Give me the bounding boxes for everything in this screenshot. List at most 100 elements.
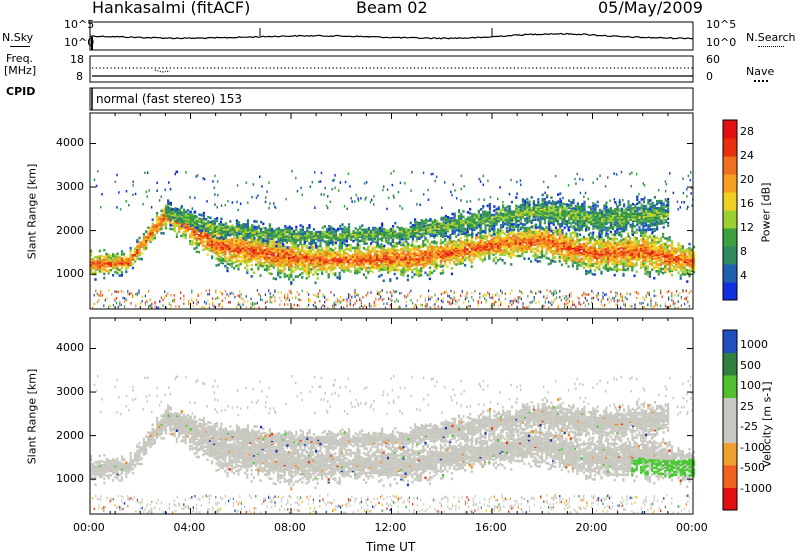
power-cell [466, 228, 469, 232]
power-cell [602, 259, 605, 263]
power-cell [316, 256, 319, 259]
power-cell [648, 275, 651, 278]
power-cell [184, 222, 187, 226]
power-cell [576, 246, 579, 250]
power-cell [497, 239, 500, 243]
power-cell [417, 261, 420, 265]
power-cell [371, 247, 374, 250]
power-cell [576, 245, 579, 248]
power-cell [252, 244, 255, 248]
power-cell [305, 256, 308, 259]
power-cell [251, 228, 254, 231]
power-cell [314, 270, 317, 273]
power-cell [224, 241, 227, 244]
power-cell [332, 243, 335, 246]
power-cell [305, 258, 308, 262]
power-cell [567, 237, 570, 240]
power-cell [534, 229, 537, 232]
power-cell [402, 259, 405, 262]
power-cell [288, 247, 291, 250]
power-cell [395, 264, 398, 267]
power-cell [216, 217, 219, 220]
power-cell [653, 237, 656, 241]
power-cell [237, 263, 240, 267]
power-cell [664, 251, 667, 254]
power-cell [160, 223, 163, 227]
power-cell [593, 262, 596, 265]
power-cell [631, 246, 634, 250]
power-cell [407, 228, 410, 232]
power-cell [615, 257, 618, 260]
power-cell [310, 248, 313, 252]
power-cell [334, 259, 337, 263]
power-cell [371, 259, 374, 263]
power-cell [501, 240, 504, 244]
power-cell [457, 254, 460, 257]
power-cell [618, 268, 621, 271]
power-cell [501, 238, 504, 241]
power-cell [508, 238, 511, 241]
power-cell [519, 242, 522, 245]
power-cell [202, 236, 205, 239]
power-cell [274, 255, 277, 258]
power-cell [483, 245, 486, 249]
power-cell [426, 254, 429, 257]
power-cell [536, 255, 539, 259]
power-cell [138, 245, 141, 248]
power-cell [622, 243, 625, 247]
power-cell [653, 242, 656, 245]
power-cell [409, 253, 412, 257]
power-cell [657, 246, 660, 250]
power-cell [263, 244, 266, 248]
power-cell [383, 230, 386, 234]
power-cell [624, 256, 627, 259]
power-cell [285, 262, 288, 265]
power-cell [472, 250, 475, 254]
power-cell [433, 236, 436, 239]
power-cell [292, 245, 295, 248]
power-cell [589, 261, 592, 264]
power-cell [635, 243, 638, 247]
power-cell [263, 250, 266, 253]
power-cell [233, 250, 236, 253]
power-cell [281, 263, 284, 267]
power-cell [563, 257, 566, 260]
power-cell [389, 278, 392, 281]
power-cell [129, 246, 132, 250]
power-cell [288, 273, 291, 277]
power-cell [288, 257, 291, 260]
power-cell [361, 224, 364, 227]
power-cell [136, 253, 139, 256]
power-cell [644, 234, 647, 238]
power-cell [219, 258, 222, 261]
power-cell [292, 258, 295, 262]
power-cell [675, 247, 678, 251]
power-cell [347, 266, 350, 269]
power-cell [640, 245, 643, 249]
power-cell [345, 240, 348, 243]
power-cell [567, 247, 570, 250]
power-cell [107, 255, 110, 258]
power-cell [389, 258, 392, 262]
power-cell [301, 236, 304, 240]
power-cell [655, 249, 658, 252]
power-cell [307, 255, 310, 259]
power-cell [651, 268, 654, 271]
power-cell [609, 244, 612, 247]
power-cell [404, 257, 407, 261]
power-cell [554, 249, 557, 252]
power-cell [477, 251, 480, 254]
power-cell [277, 247, 280, 251]
power-cell [428, 242, 431, 246]
power-cell [371, 258, 374, 261]
power-cell [228, 242, 231, 245]
power-cell [337, 227, 340, 231]
power-cell [442, 246, 445, 250]
power-cell [345, 234, 348, 237]
power-cell [328, 227, 331, 231]
power-cell [270, 239, 273, 242]
power-cell [428, 251, 431, 254]
power-cell [602, 252, 605, 256]
power-cell [290, 256, 293, 259]
power-cell [305, 253, 308, 256]
